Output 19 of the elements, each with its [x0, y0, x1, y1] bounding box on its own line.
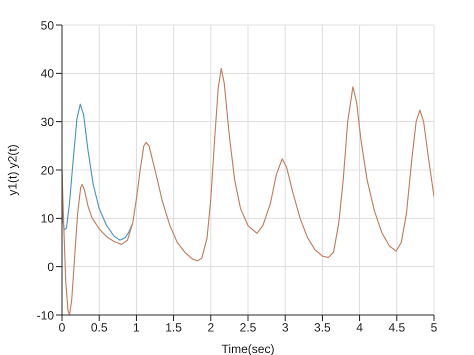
x-tick-label: 1.5 [165, 320, 182, 335]
x-tick-label: 4 [356, 320, 364, 335]
x-tick-label: 3.5 [314, 320, 332, 335]
y-tick-label: 20 [40, 163, 54, 178]
y-tick-label: 30 [40, 114, 54, 129]
x-tick-label: 2 [207, 320, 214, 335]
y-tick-label: 40 [40, 66, 54, 81]
y-tick-label: 50 [40, 18, 54, 32]
y-axis-title: y1(t) y2(t) [5, 144, 20, 196]
y-tick-label: 10 [40, 212, 54, 226]
x-tick-label: 0 [58, 320, 66, 335]
x-tick-label: 1 [133, 320, 140, 335]
y-tick-label: 0 [47, 260, 54, 274]
x-tick-label: 5 [430, 320, 438, 335]
x-tick-label: 2.5 [240, 320, 257, 335]
x-tick-label: 3 [282, 320, 289, 335]
x-tick-label: 0.5 [90, 320, 108, 335]
y-tick-label: -10 [36, 308, 54, 322]
x-tick-label: 4.5 [388, 320, 406, 335]
